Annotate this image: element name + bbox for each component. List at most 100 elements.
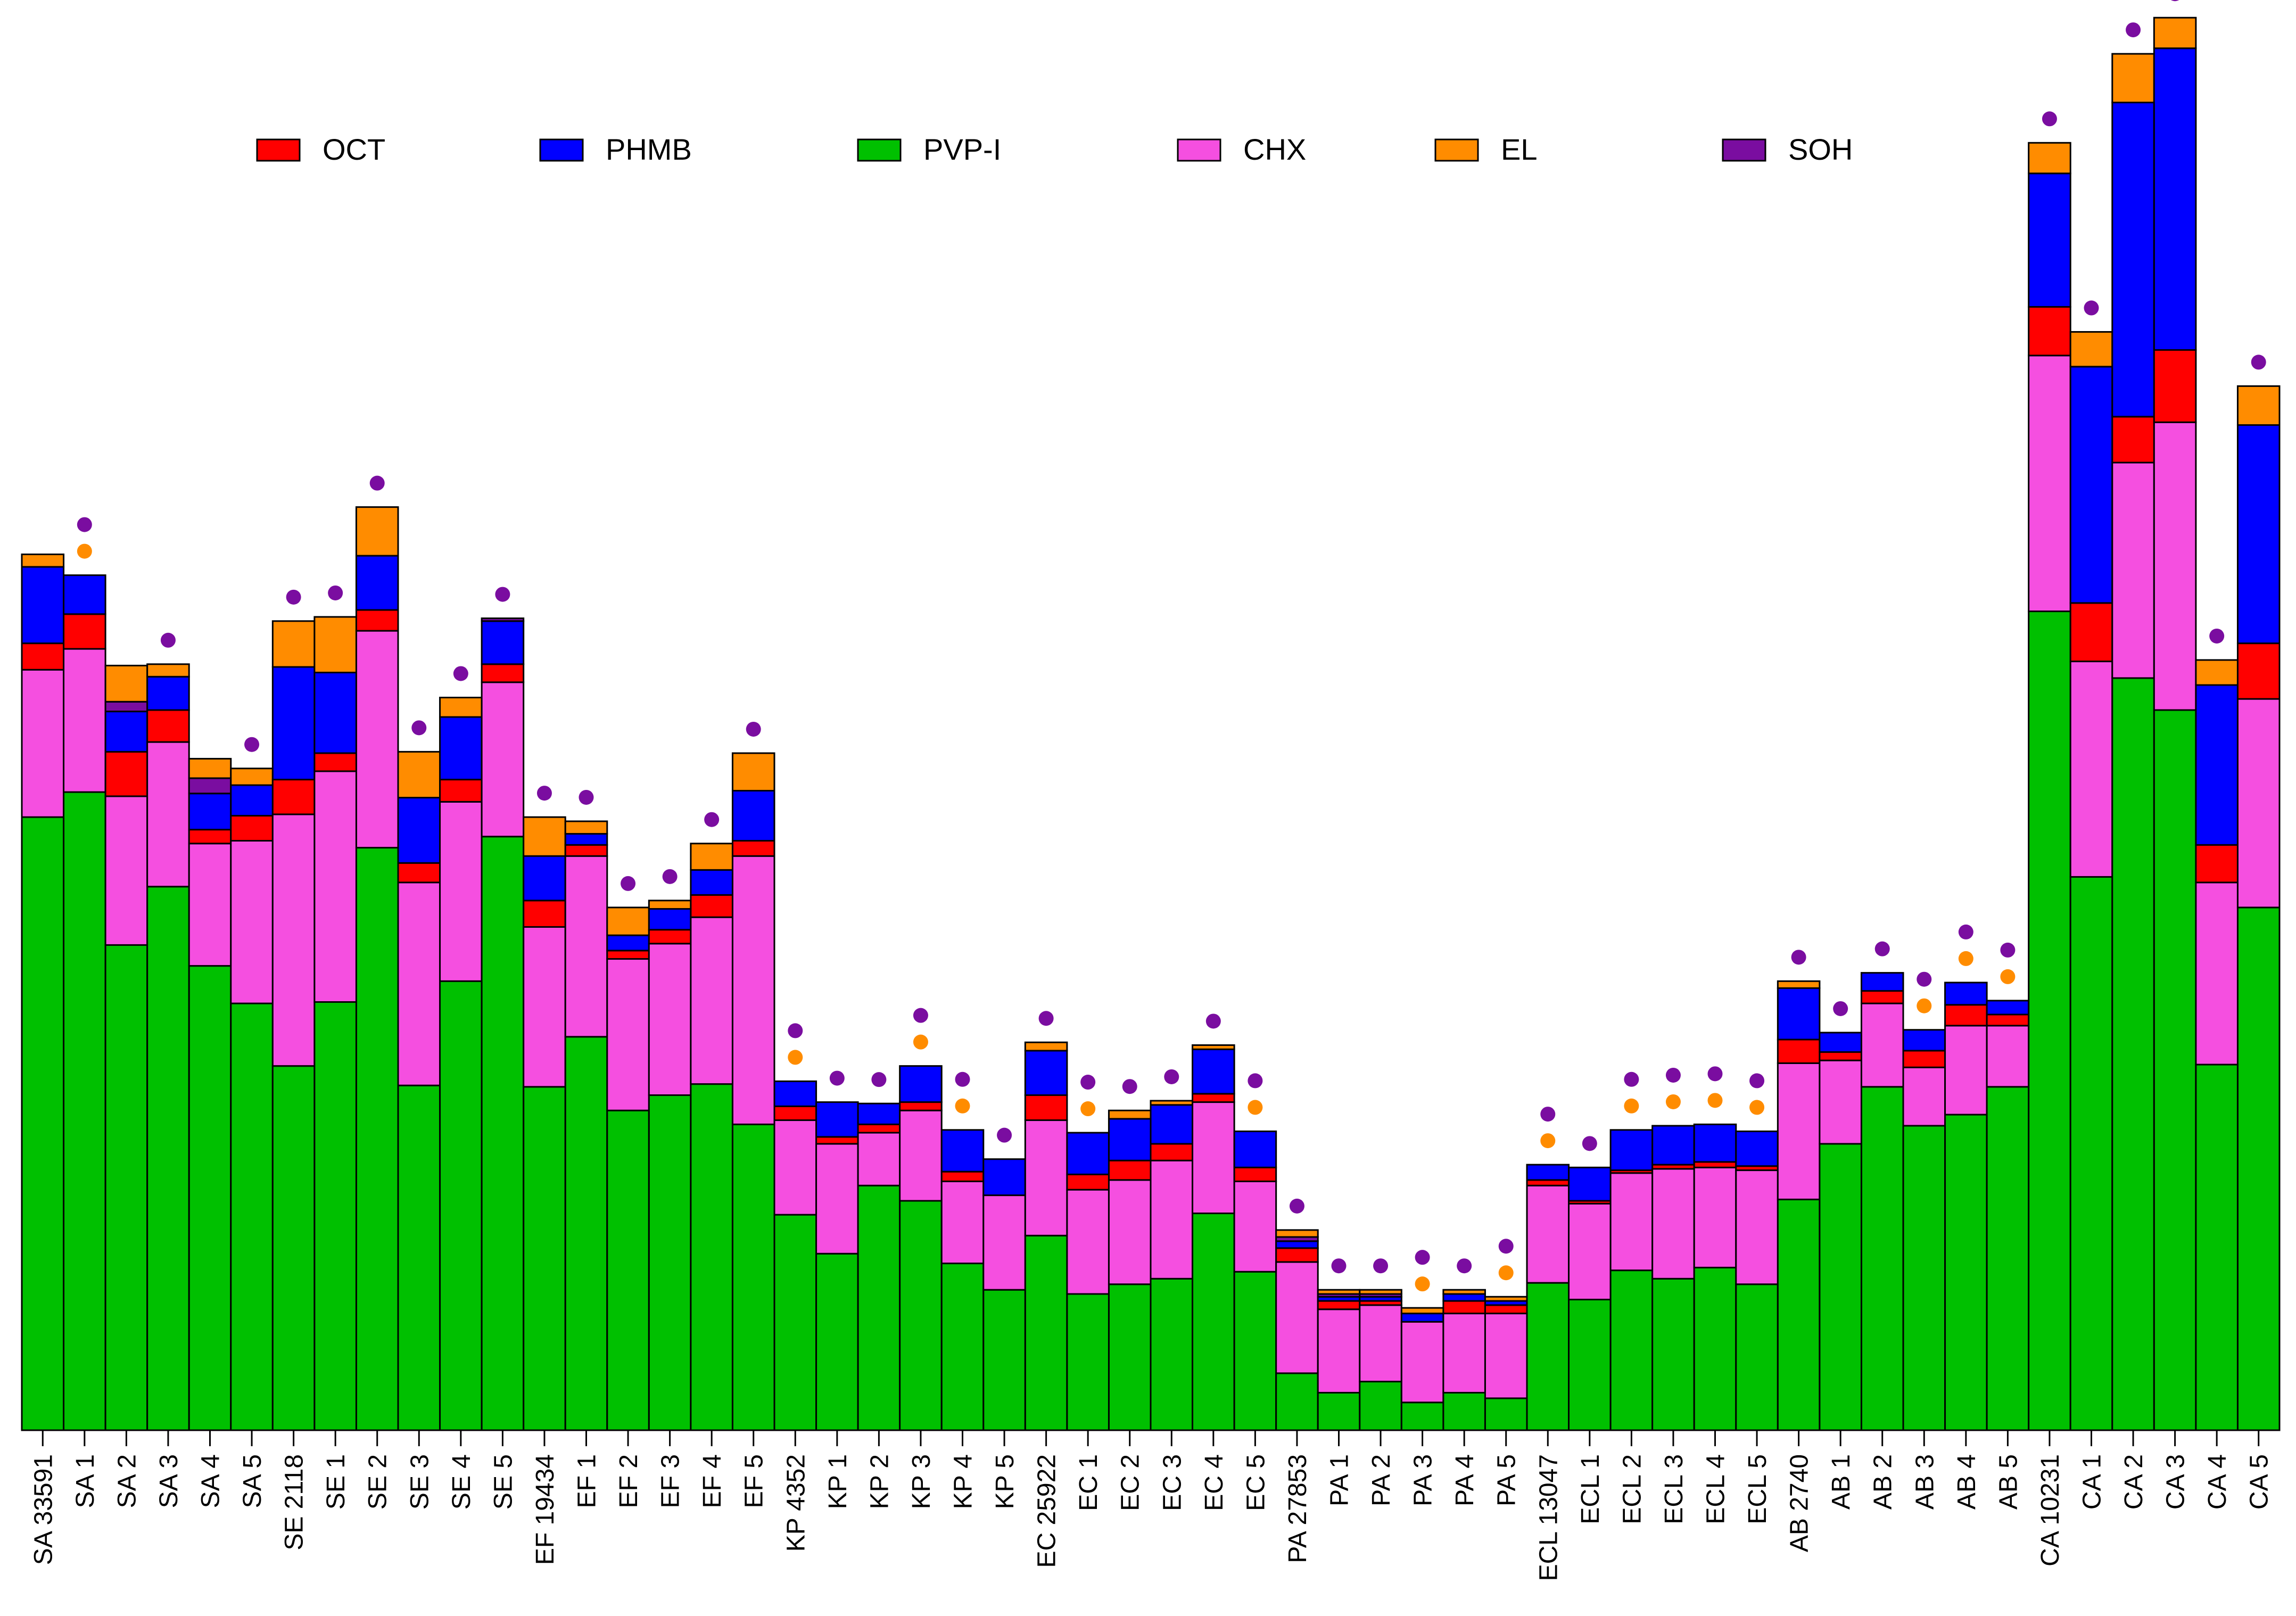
- marker-purple: [495, 587, 510, 602]
- bar-segment-chx: [1359, 1304, 1402, 1383]
- bar-segment-oct: [397, 862, 441, 884]
- x-tick-label: AB 5: [1994, 1454, 2022, 1510]
- x-tick-label: AB 2: [1869, 1454, 1897, 1510]
- bar-segment-el: [397, 751, 441, 799]
- bar-group-pa-27853: [1275, 1229, 1319, 1431]
- bar-segment-pvp-i: [773, 1214, 817, 1431]
- bar-segment-phmb: [1192, 1048, 1235, 1095]
- bar-segment-pvp-i: [1860, 1086, 1904, 1431]
- bar-segment-chx: [1150, 1159, 1194, 1280]
- bar-group-ca-3: [2153, 17, 2197, 1431]
- bar-segment-oct: [1150, 1143, 1194, 1161]
- bar-group-sa-4: [188, 757, 232, 1431]
- bar-segment-pvp-i: [313, 1001, 357, 1431]
- bar-segment-phmb: [313, 671, 357, 754]
- bar-segment-pvp-i: [1693, 1266, 1737, 1431]
- bar-group-ec-25922: [1024, 1041, 1068, 1431]
- bar-segment-el: [2069, 331, 2113, 368]
- bar-segment-oct: [1986, 1013, 2030, 1027]
- bar-segment-chx: [1317, 1308, 1361, 1394]
- x-tick-label: ECL 3: [1660, 1454, 1688, 1524]
- bar-segment-el: [2028, 142, 2071, 175]
- bar-segment-phmb: [1860, 972, 1904, 992]
- bar-group-se-5: [481, 617, 525, 1431]
- bar-segment-phmb: [1819, 1032, 1862, 1053]
- x-tick-label: AB 3: [1911, 1454, 1939, 1510]
- bar-segment-phmb: [2028, 172, 2071, 308]
- x-tick-label: SE 1: [322, 1454, 350, 1510]
- bar-group-ab-1: [1819, 1032, 1862, 1431]
- bar-segment-el: [1317, 1289, 1361, 1295]
- bar-segment-pvp-i: [857, 1184, 901, 1431]
- legend-label-el: EL: [1501, 133, 1538, 166]
- bar-segment-oct: [2111, 416, 2155, 464]
- bar-segment-pvp-i: [481, 836, 525, 1431]
- bar-segment-el: [2195, 659, 2239, 686]
- bar-segment-phmb: [1400, 1313, 1444, 1323]
- bar-group-ca-5: [2236, 385, 2281, 1431]
- marker-purple: [746, 721, 761, 737]
- bar-group-sa-5: [230, 768, 274, 1431]
- marker-purple: [579, 789, 594, 805]
- marker-purple: [955, 1071, 970, 1087]
- marker-purple: [2251, 354, 2266, 370]
- marker-purple: [997, 1127, 1012, 1143]
- bar-segment-oct: [1484, 1304, 1528, 1315]
- bar-segment-chx: [1024, 1119, 1068, 1236]
- bar-group-sa-33591: [21, 553, 65, 1431]
- bar-segment-oct: [355, 609, 399, 632]
- bar-segment-el: [2111, 53, 2155, 104]
- bar-segment-pvp-i: [1359, 1381, 1402, 1431]
- marker-purple: [1665, 1067, 1681, 1083]
- x-tick-label: EF 3: [657, 1454, 685, 1508]
- marker-purple: [2000, 942, 2016, 958]
- bar-segment-el: [2153, 17, 2197, 50]
- bar-segment-pvp-i: [21, 816, 65, 1431]
- bar-segment-chx: [1275, 1261, 1319, 1374]
- bar-segment-pvp-i: [2028, 611, 2071, 1431]
- marker-orange: [1248, 1100, 1263, 1115]
- x-tick-label: SA 33591: [29, 1454, 57, 1565]
- bar-segment-phmb: [1526, 1164, 1570, 1181]
- x-tick-label: SA 3: [155, 1454, 183, 1508]
- x-tick-label: CA 5: [2245, 1454, 2274, 1510]
- marker-purple: [1373, 1258, 1389, 1274]
- bar-segment-pvp-i: [1484, 1397, 1528, 1431]
- bar-group-ecl-5: [1735, 1130, 1779, 1431]
- bar-segment-pvp-i: [1233, 1271, 1277, 1431]
- x-tick-label: KP 4352: [782, 1454, 810, 1552]
- x-tick-label: EC 5: [1242, 1454, 1270, 1511]
- bar-segment-oct: [1902, 1050, 1946, 1068]
- bar-segment-phmb: [230, 784, 274, 817]
- bar-group-ef-4: [690, 843, 733, 1431]
- x-tick-label: SE 2: [364, 1454, 392, 1510]
- marker-purple: [1958, 924, 1973, 939]
- bar-segment-phmb: [1902, 1029, 1946, 1052]
- bar-segment-chx: [1860, 1002, 1904, 1088]
- bar-segment-el: [731, 752, 775, 791]
- bar-segment-chx: [1819, 1059, 1862, 1145]
- legend-label-phmb: PHMB: [606, 133, 692, 166]
- bar-group-ec-5: [1233, 1130, 1277, 1431]
- bar-segment-oct: [690, 894, 733, 918]
- bar-segment-oct: [899, 1101, 943, 1111]
- bar-group-kp-2: [857, 1102, 901, 1431]
- bar-segment-oct: [1275, 1247, 1319, 1263]
- bar-group-ab-4: [1944, 982, 1988, 1431]
- bar-segment-phmb: [2236, 424, 2281, 645]
- bar-segment-oct: [2153, 349, 2197, 423]
- bar-group-ec-3: [1150, 1100, 1194, 1431]
- bar-segment-phmb: [1735, 1130, 1779, 1167]
- marker-purple: [1331, 1258, 1347, 1274]
- bar-group-se-2: [355, 506, 399, 1431]
- bar-group-ca-4: [2195, 659, 2239, 1431]
- bar-group-ecl-2: [1609, 1129, 1654, 1431]
- marker-purple: [1624, 1071, 1639, 1087]
- bar-segment-el: [1150, 1100, 1194, 1106]
- bar-segment-pvp-i: [564, 1036, 608, 1431]
- bar-segment-oct: [230, 814, 274, 842]
- bar-segment-oct: [1024, 1094, 1068, 1122]
- x-tick-label: EF 4: [698, 1454, 726, 1508]
- bar-segment-chx: [940, 1180, 985, 1265]
